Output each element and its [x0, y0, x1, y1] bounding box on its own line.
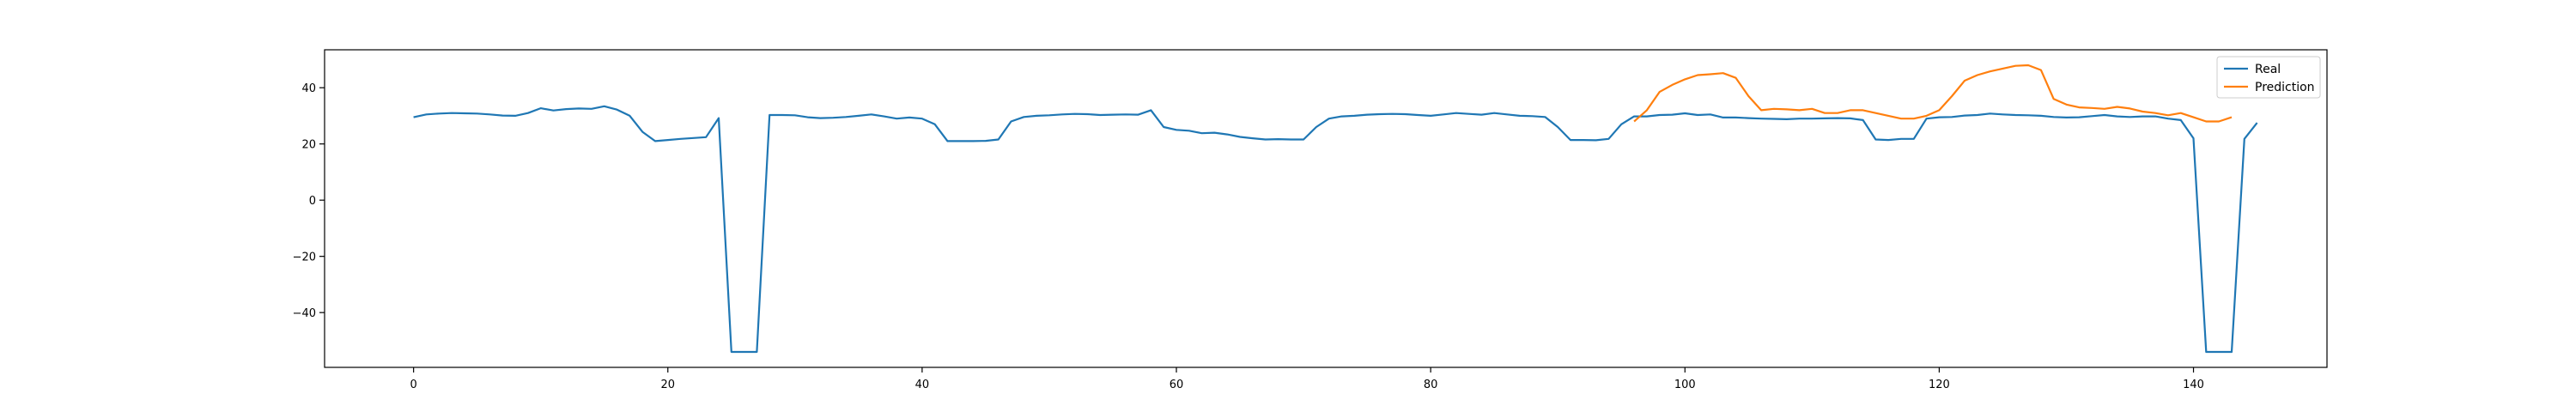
x-tick-label: 80 [1424, 379, 1438, 391]
y-tick-label: 40 [301, 82, 316, 95]
y-tick-label: −40 [293, 307, 316, 320]
y-tick-label: 20 [301, 139, 316, 152]
x-tick-label: 60 [1170, 379, 1184, 391]
x-tick-label: 40 [915, 379, 930, 391]
legend-label-real: Real [2255, 63, 2281, 76]
series-layer [413, 64, 2258, 354]
x-tick-label: 120 [1929, 379, 1950, 391]
x-tick-label: 0 [410, 379, 417, 391]
plot-frame [324, 49, 2328, 368]
x-tick-label: 100 [1674, 379, 1696, 391]
series-line-prediction [1633, 64, 2233, 123]
x-tick-label: 20 [660, 379, 675, 391]
legend: Real Prediction [2216, 56, 2321, 99]
y-tick-label: 0 [309, 195, 316, 208]
series-line-real [413, 105, 2258, 354]
x-tick-label: 140 [2183, 379, 2204, 391]
legend-label-prediction: Prediction [2255, 81, 2315, 94]
y-tick-label: −20 [293, 251, 316, 264]
ticks-layer: 0 20 40 60 80 100 120 140 −40 −20 0 20 40 [293, 82, 2204, 391]
